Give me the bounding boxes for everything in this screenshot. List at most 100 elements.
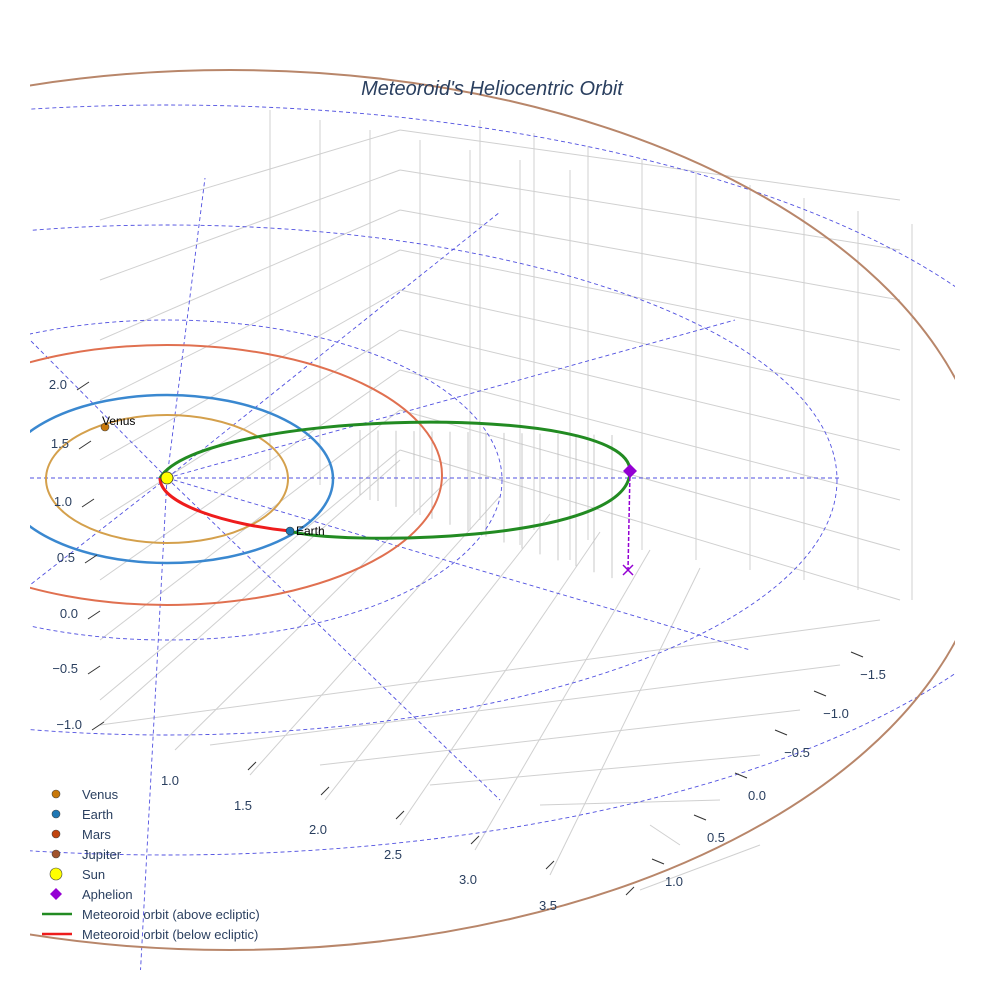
grid-line: [99, 289, 401, 461]
reference-ring: [30, 319, 503, 641]
grid-line: [649, 824, 681, 846]
meteoroid-orbit-above: [158, 420, 632, 540]
x-tick-label: 3.5: [539, 898, 557, 913]
legend-item[interactable]: Meteoroid orbit (above ecliptic): [42, 907, 260, 922]
z-tick-label: −0.5: [52, 661, 78, 676]
x-tick-mark: [395, 810, 405, 820]
legend-item[interactable]: Meteoroid orbit (below ecliptic): [42, 927, 258, 942]
y-tick-label: 0.0: [748, 788, 766, 803]
z-tick-label: 2.0: [49, 377, 67, 392]
meteoroid-orbit: [100, 420, 637, 576]
legend-item[interactable]: Jupiter: [51, 847, 122, 862]
grid-line: [549, 567, 701, 876]
reference-radial: [140, 477, 168, 970]
earth-orbit: [30, 393, 335, 565]
reference-radial: [166, 177, 206, 479]
aphelion-drop-line: [627, 470, 631, 571]
earth-label: Earth: [296, 524, 325, 538]
z-tick-mark: [78, 440, 92, 450]
grid-line: [99, 209, 401, 341]
grid-line: [99, 129, 401, 221]
z-tick-mark: [84, 554, 98, 564]
x-tick-label: 1.0: [161, 773, 179, 788]
legend-item[interactable]: Sun: [49, 867, 105, 882]
grid-line: [399, 169, 901, 251]
z-tick-mark: [76, 381, 90, 391]
legend-label: Venus: [82, 787, 119, 802]
z-tick-label: 1.5: [51, 436, 69, 451]
y-tick-mark: [693, 814, 707, 821]
reference-radial: [166, 477, 501, 801]
grid-line: [639, 844, 761, 891]
venus-label: Venus: [102, 414, 135, 428]
reference-radial: [166, 319, 736, 479]
x-tick-label: 2.5: [384, 847, 402, 862]
grid-line: [99, 449, 401, 701]
legend[interactable]: Venus Earth Mars Jupiter Sun Aphelion Meteoroi…: [42, 787, 260, 942]
y-tick-mark: [651, 858, 665, 865]
aphelion-marker: [623, 464, 637, 478]
z-tick-label: −1.0: [56, 717, 82, 732]
grid-line: [399, 409, 901, 551]
y-tick-label: −1.0: [823, 706, 849, 721]
legend-item[interactable]: Aphelion: [50, 887, 133, 902]
mars-orbit: [30, 344, 443, 606]
legend-item[interactable]: Venus: [51, 787, 119, 802]
grid-line: [474, 549, 651, 851]
legend-marker-icon: [51, 849, 61, 859]
x-tick-mark: [320, 786, 330, 796]
grid-line: [99, 169, 401, 281]
reference-radial: [166, 211, 501, 479]
z-tick-mark: [91, 721, 105, 731]
x-tick-label: 2.0: [309, 822, 327, 837]
legend-label: Jupiter: [82, 847, 122, 862]
x-tick-mark: [247, 761, 257, 771]
grid-line: [319, 709, 801, 766]
x-tick-mark: [545, 860, 555, 870]
legend-label: Aphelion: [82, 887, 133, 902]
legend-label: Mars: [82, 827, 111, 842]
planet-orbits: [30, 69, 955, 951]
x-tick-mark: [470, 835, 480, 845]
grid-line: [174, 477, 451, 751]
y-tick-label: 1.0: [665, 874, 683, 889]
grid-line: [429, 754, 761, 786]
reference-ring: [30, 224, 838, 736]
grid-line: [99, 369, 401, 581]
legend-label: Earth: [82, 807, 113, 822]
meteoroid-orbit-below: [158, 477, 291, 533]
x-tick-label: 1.5: [234, 798, 252, 813]
grid-line: [99, 619, 881, 726]
jupiter-orbit: [30, 69, 955, 951]
venus-orbit: [45, 414, 289, 544]
y-tick-label: 0.5: [707, 830, 725, 845]
reference-radial: [166, 477, 751, 651]
grid-line: [324, 513, 551, 801]
sun-marker: [160, 471, 174, 485]
grid-line: [399, 209, 901, 301]
legend-label: Meteoroid orbit (below ecliptic): [82, 927, 258, 942]
reference-radial: [30, 339, 168, 479]
legend-marker-icon: [49, 867, 63, 881]
grid-line: [99, 249, 401, 401]
legend-item[interactable]: Mars: [51, 827, 111, 842]
y-tick-mark: [774, 729, 788, 736]
y-tick-label: −0.5: [784, 745, 810, 760]
grid-line: [399, 129, 901, 201]
z-tick-label: 0.5: [57, 550, 75, 565]
z-tick-label: 0.0: [60, 606, 78, 621]
legend-diamond-icon: [50, 888, 62, 900]
grid-line: [399, 329, 901, 451]
grid-line: [399, 449, 901, 601]
grid-lines: [99, 110, 913, 891]
legend-item[interactable]: Earth: [51, 807, 113, 822]
earth-marker: [285, 526, 295, 536]
axis-ticks: 2.0 1.5 1.0 0.5 0.0 −0.5 −1.0 1.0 1.5 2.0 2.5 3.0 3.…: [49, 377, 886, 913]
y-tick-label: −1.5: [860, 667, 886, 682]
z-tick-mark: [87, 665, 101, 675]
grid-line: [99, 329, 401, 521]
chart-title: Meteoroid's Heliocentric Orbit: [361, 78, 624, 100]
grid-line: [209, 664, 841, 746]
grid-line: [399, 249, 901, 351]
